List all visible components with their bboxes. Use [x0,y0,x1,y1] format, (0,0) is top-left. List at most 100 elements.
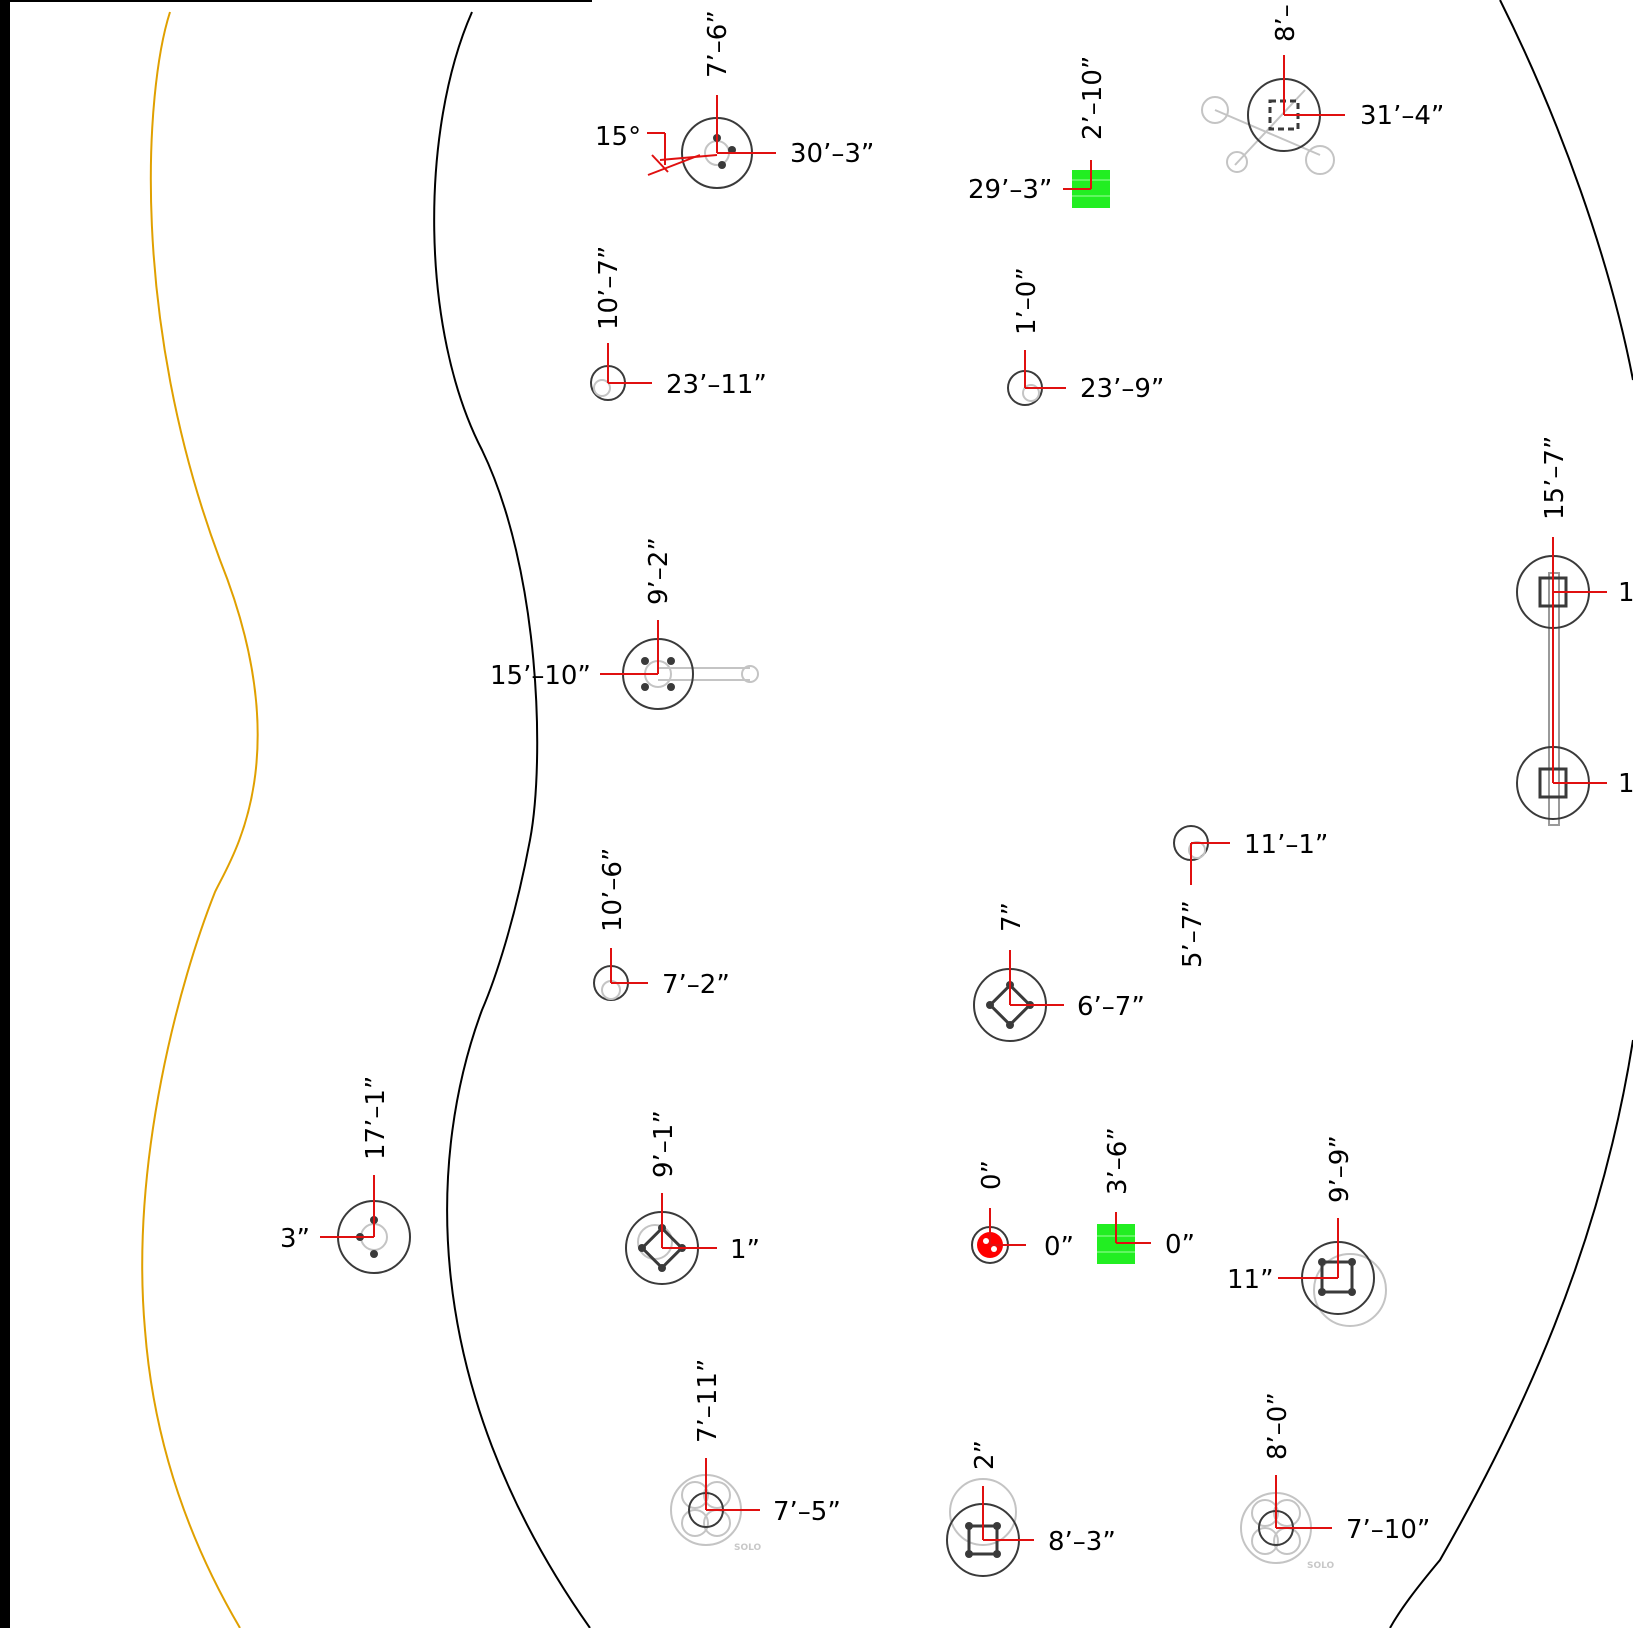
anchor-bolt-icon [638,1244,646,1252]
anchor-bolt-icon [1348,1288,1356,1296]
footing-c: 10’–7” 23’–11” [590,246,767,401]
flower-base-icon [681,1509,709,1537]
dimension-label: 15’–7” [1540,436,1570,520]
anchor-bolt-icon [641,657,649,665]
dimension-label: 1’–0” [1012,267,1042,335]
footing-a: 7’–6” 30’–3” 15° [595,10,874,189]
dimension-label: 7’–5” [773,1497,841,1527]
anchor-bolt-icon [718,161,726,169]
anchor-bolt-icon [1318,1258,1326,1266]
dimension-label: 9’–9” [1325,1135,1355,1203]
dimension-label: 2” [970,1440,1000,1470]
post-base-icon [637,1224,673,1260]
footing-k: 9’–1” 1” [625,1110,760,1285]
sheet-border [0,0,592,1628]
footing-b: 8’– 31’–4” [1201,4,1444,175]
dimension-label: 3” [280,1224,310,1254]
footing-g: 11’–1” 5’–7” [1173,825,1328,968]
dimension-label: 7’–2” [662,970,730,1000]
footing-l: 9’–9” 11” [1227,1135,1387,1327]
angle-line [659,154,718,161]
dimension-label: 29’–3” [968,175,1052,205]
dimension-label: 7’–11” [693,1359,723,1443]
flower-base-icon [1273,1499,1301,1527]
dimension-label: 1 [1618,769,1633,799]
dimension-label: 8’–0” [1263,1392,1293,1460]
seat-icon [1226,151,1248,173]
dimension-label: 10’–6” [598,848,628,932]
dimension-label: 6’–7” [1077,992,1145,1022]
dimension-label: 0” [1044,1232,1074,1262]
dimension-label: 8’– [1271,4,1301,42]
dimension-label: 23’–9” [1080,374,1164,404]
dimension-label: 7’–6” [703,10,733,78]
dimension-label: 11” [1227,1265,1274,1295]
footing-ring-icon [949,1478,1017,1546]
equipment-arm-icon [1214,109,1321,156]
footing-m: 7’–11” 7’–5” SOLO [670,1359,841,1553]
flower-base-icon [1251,1527,1279,1555]
anchor-bolt-icon [1006,1021,1014,1029]
dimension-label: 31’–4” [1360,101,1444,131]
anchor-bolt-icon [986,1001,994,1009]
path-edge-right [1389,0,1633,1628]
footing-ring-icon [1313,1253,1387,1327]
dimension-label: 0” [1165,1230,1195,1260]
footing-e: 15’–7” 1 1 [1516,436,1633,826]
footing-f: 9’–2” 15’–10” [490,537,759,710]
solo-label: SOLO [1307,1561,1335,1571]
solo-label: SOLO [734,1543,762,1553]
dimension-label: 30’–3” [790,139,874,169]
dimension-label: 15’–10” [490,661,591,691]
fixture-top: 2’–10” 29’–3” [968,56,1110,208]
dimension-label: 23’–11” [666,370,767,400]
footing-j: 17’–1” 3” [280,1076,411,1274]
footing-i: 7” 6’–7” [973,902,1145,1042]
angle-line [647,154,701,176]
anchor-bolt-icon [993,1522,1001,1530]
post-base-icon [640,1226,684,1270]
angle-line [651,154,669,173]
anchor-bolt-icon [965,1522,973,1530]
post-base-icon [593,379,611,397]
flower-base-icon [681,1481,709,1509]
anchor-bolt-icon [993,1550,1001,1558]
dimension-label: 7’–10” [1346,1515,1430,1545]
path-edge-left [433,11,591,1628]
anchor-bolt-icon [1318,1288,1326,1296]
dimension-label: 10’–7” [594,246,624,330]
origin-point: 0” 0” [971,1160,1074,1264]
fixture-bottom: 3’–6” 0” [1097,1127,1195,1264]
post-base-icon [1022,384,1040,402]
dimension-label: 8’–3” [1048,1527,1116,1557]
footing-h: 10’–6” 7’–2” [593,848,730,1001]
dimension-label: 17’–1” [361,1076,391,1160]
flower-base-icon [703,1481,731,1509]
footing-o: 8’–0” 7’–10” SOLO [1240,1392,1430,1571]
dimension-label: 11’–1” [1244,830,1328,860]
seat-icon [741,665,759,683]
post-base-icon [988,983,1032,1027]
anchor-bolt-icon [667,683,675,691]
seat-icon [1305,145,1335,175]
seat-icon [1201,96,1229,124]
anchor-bolt-icon [1348,1258,1356,1266]
angle-label: 15° [595,122,641,152]
property-line [141,11,259,1628]
dimension-label: 1 [1618,578,1633,608]
dimension-label: 1” [730,1235,760,1265]
dimension-label: 3’–6” [1103,1127,1133,1195]
footing-n: 2” 8’–3” [946,1440,1116,1577]
anchor-bolt-icon [965,1550,973,1558]
dimension-label: 7” [997,902,1027,932]
flower-base-icon [1251,1499,1279,1527]
dimension-label: 0” [977,1160,1007,1190]
dimension-label: 9’–2” [644,537,674,605]
anchor-bolt-icon [667,657,675,665]
anchor-bolt-icon [370,1250,378,1258]
anchor-bolt-icon [658,1264,666,1272]
dimension-label: 9’–1” [649,1110,679,1178]
footing-d: 1’–0” 23’–9” [1007,267,1164,406]
anchor-bolt-icon [641,683,649,691]
